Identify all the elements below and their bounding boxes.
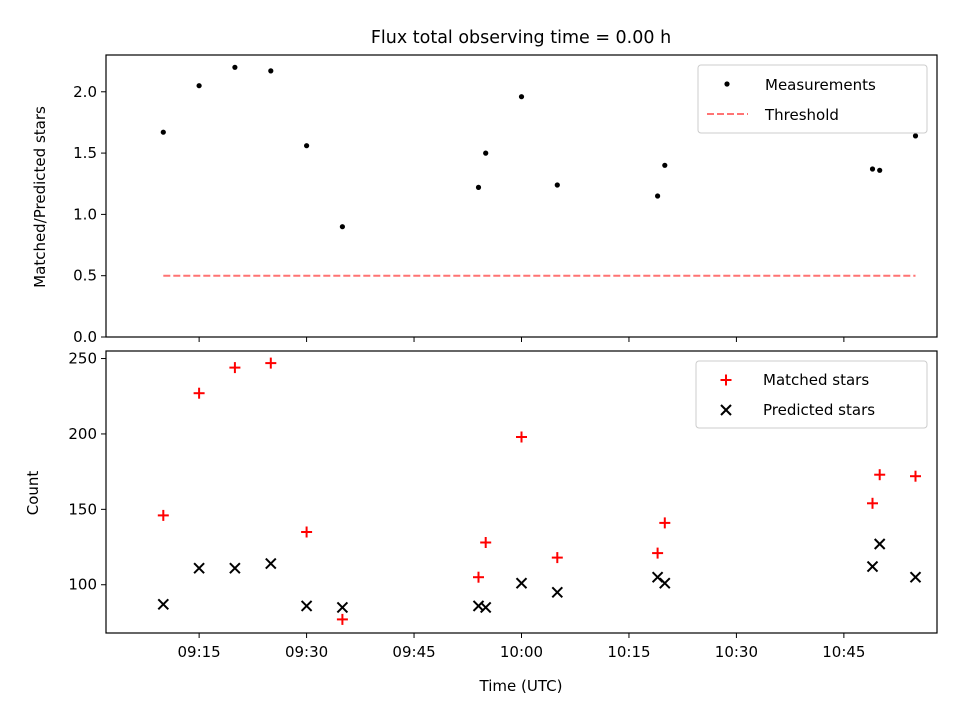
matched-star-point [301, 526, 313, 538]
bottom-y-tick-label: 200 [68, 425, 97, 443]
predicted-star-point [193, 562, 205, 574]
top-x-axis-ticks [198, 337, 845, 342]
measurement-point [912, 133, 919, 139]
x-tick-label: 10:45 [822, 643, 865, 661]
bottom-panel: 100 150 200 250 09:15 09:30 09:45 10:00 10:15 10… [24, 350, 938, 695]
matched-star-point [157, 509, 169, 521]
top-legend: Measurements Threshold [697, 64, 928, 134]
matched-star-point [473, 571, 484, 583]
top-y-tick-label: 0.5 [73, 267, 97, 285]
measurement-point [655, 193, 661, 199]
predicted-star-point [479, 601, 492, 614]
bottom-y-axis-ticks: 100 150 200 250 [68, 350, 106, 594]
x-tick-label: 09:30 [285, 643, 328, 661]
top-legend-box [697, 64, 928, 134]
legend-measurements-marker [724, 81, 730, 87]
matched-star-point [874, 469, 886, 481]
top-y-tick-label: 2.0 [73, 83, 97, 101]
x-tick-label: 09:45 [392, 643, 435, 661]
x-tick-label: 10:30 [715, 643, 758, 661]
measurement-point [304, 143, 310, 149]
measurement-point [554, 182, 560, 188]
measurement-point [483, 150, 489, 156]
bottom-plot-area [157, 357, 922, 625]
bottom-y-tick-label: 150 [68, 500, 97, 518]
matched-star-point [229, 362, 241, 374]
top-y-tick-label: 1.5 [73, 144, 97, 162]
measurement-point [518, 94, 525, 100]
legend-threshold-label: Threshold [764, 106, 839, 124]
top-axes-frame [105, 54, 938, 338]
predicted-star-point [659, 577, 671, 589]
measurement-point [339, 224, 345, 230]
matched-star-point [652, 547, 664, 559]
measurement-point [877, 167, 883, 173]
legend-predicted-label: Predicted stars [763, 401, 875, 419]
predicted-star-point [300, 600, 313, 612]
x-tick-label: 10:15 [607, 643, 650, 661]
predicted-star-point [157, 598, 170, 611]
bottom-y-tick-label: 250 [68, 350, 97, 368]
top-panel: Flux total observing time = 0.00 h 0.00.… [31, 28, 938, 346]
legend-measurements-label: Measurements [765, 76, 876, 94]
measurement-point [268, 68, 274, 74]
bottom-y-axis-label: Count [24, 471, 42, 516]
matched-star-point [910, 470, 921, 482]
matched-star-point [336, 613, 348, 625]
top-plot-area [160, 64, 919, 277]
bottom-legend-box [695, 360, 928, 429]
predicted-star-point [336, 601, 349, 614]
legend-matched-marker [720, 374, 732, 386]
matched-star-point [265, 357, 277, 369]
x-tick-label: 10:00 [500, 643, 543, 661]
matched-star-point [516, 431, 527, 443]
predicted-star-point [229, 562, 241, 574]
measurement-point [196, 83, 202, 89]
predicted-star-point [551, 586, 564, 599]
predicted-star-point [909, 571, 922, 583]
bottom-axes-frame [105, 350, 938, 634]
chart-title: Flux total observing time = 0.00 h [371, 28, 671, 48]
predicted-star-point [515, 577, 528, 589]
measurement-point [475, 184, 482, 190]
legend-matched-label: Matched stars [763, 371, 869, 389]
top-y-axis-label: Matched/Predicted stars [31, 106, 49, 288]
bottom-legend: Matched stars Predicted stars [695, 360, 928, 429]
matched-star-point [659, 517, 671, 529]
matched-star-point [867, 497, 878, 509]
matched-star-point [193, 387, 205, 399]
top-y-tick-label: 0.0 [73, 328, 97, 346]
matched-star-point [480, 537, 492, 548]
measurement-point [869, 166, 876, 172]
bottom-y-tick-label: 100 [68, 576, 97, 594]
legend-predicted-marker [720, 404, 732, 416]
x-tick-label: 09:15 [178, 643, 221, 661]
top-y-tick-label: 1.0 [73, 205, 97, 223]
measurement-point [662, 162, 668, 168]
measurement-point [232, 64, 238, 70]
matched-star-point [551, 552, 563, 564]
top-y-axis-ticks: 0.0 0.5 1.0 1.5 2.0 [73, 83, 106, 346]
predicted-star-point [265, 557, 277, 570]
x-axis-label: Time (UTC) [479, 677, 563, 695]
measurement-point [160, 129, 166, 135]
predicted-star-point [873, 538, 886, 550]
bottom-x-axis-ticks: 09:15 09:30 09:45 10:00 10:15 10:30 10:45 [178, 633, 865, 661]
predicted-star-point [866, 560, 879, 573]
